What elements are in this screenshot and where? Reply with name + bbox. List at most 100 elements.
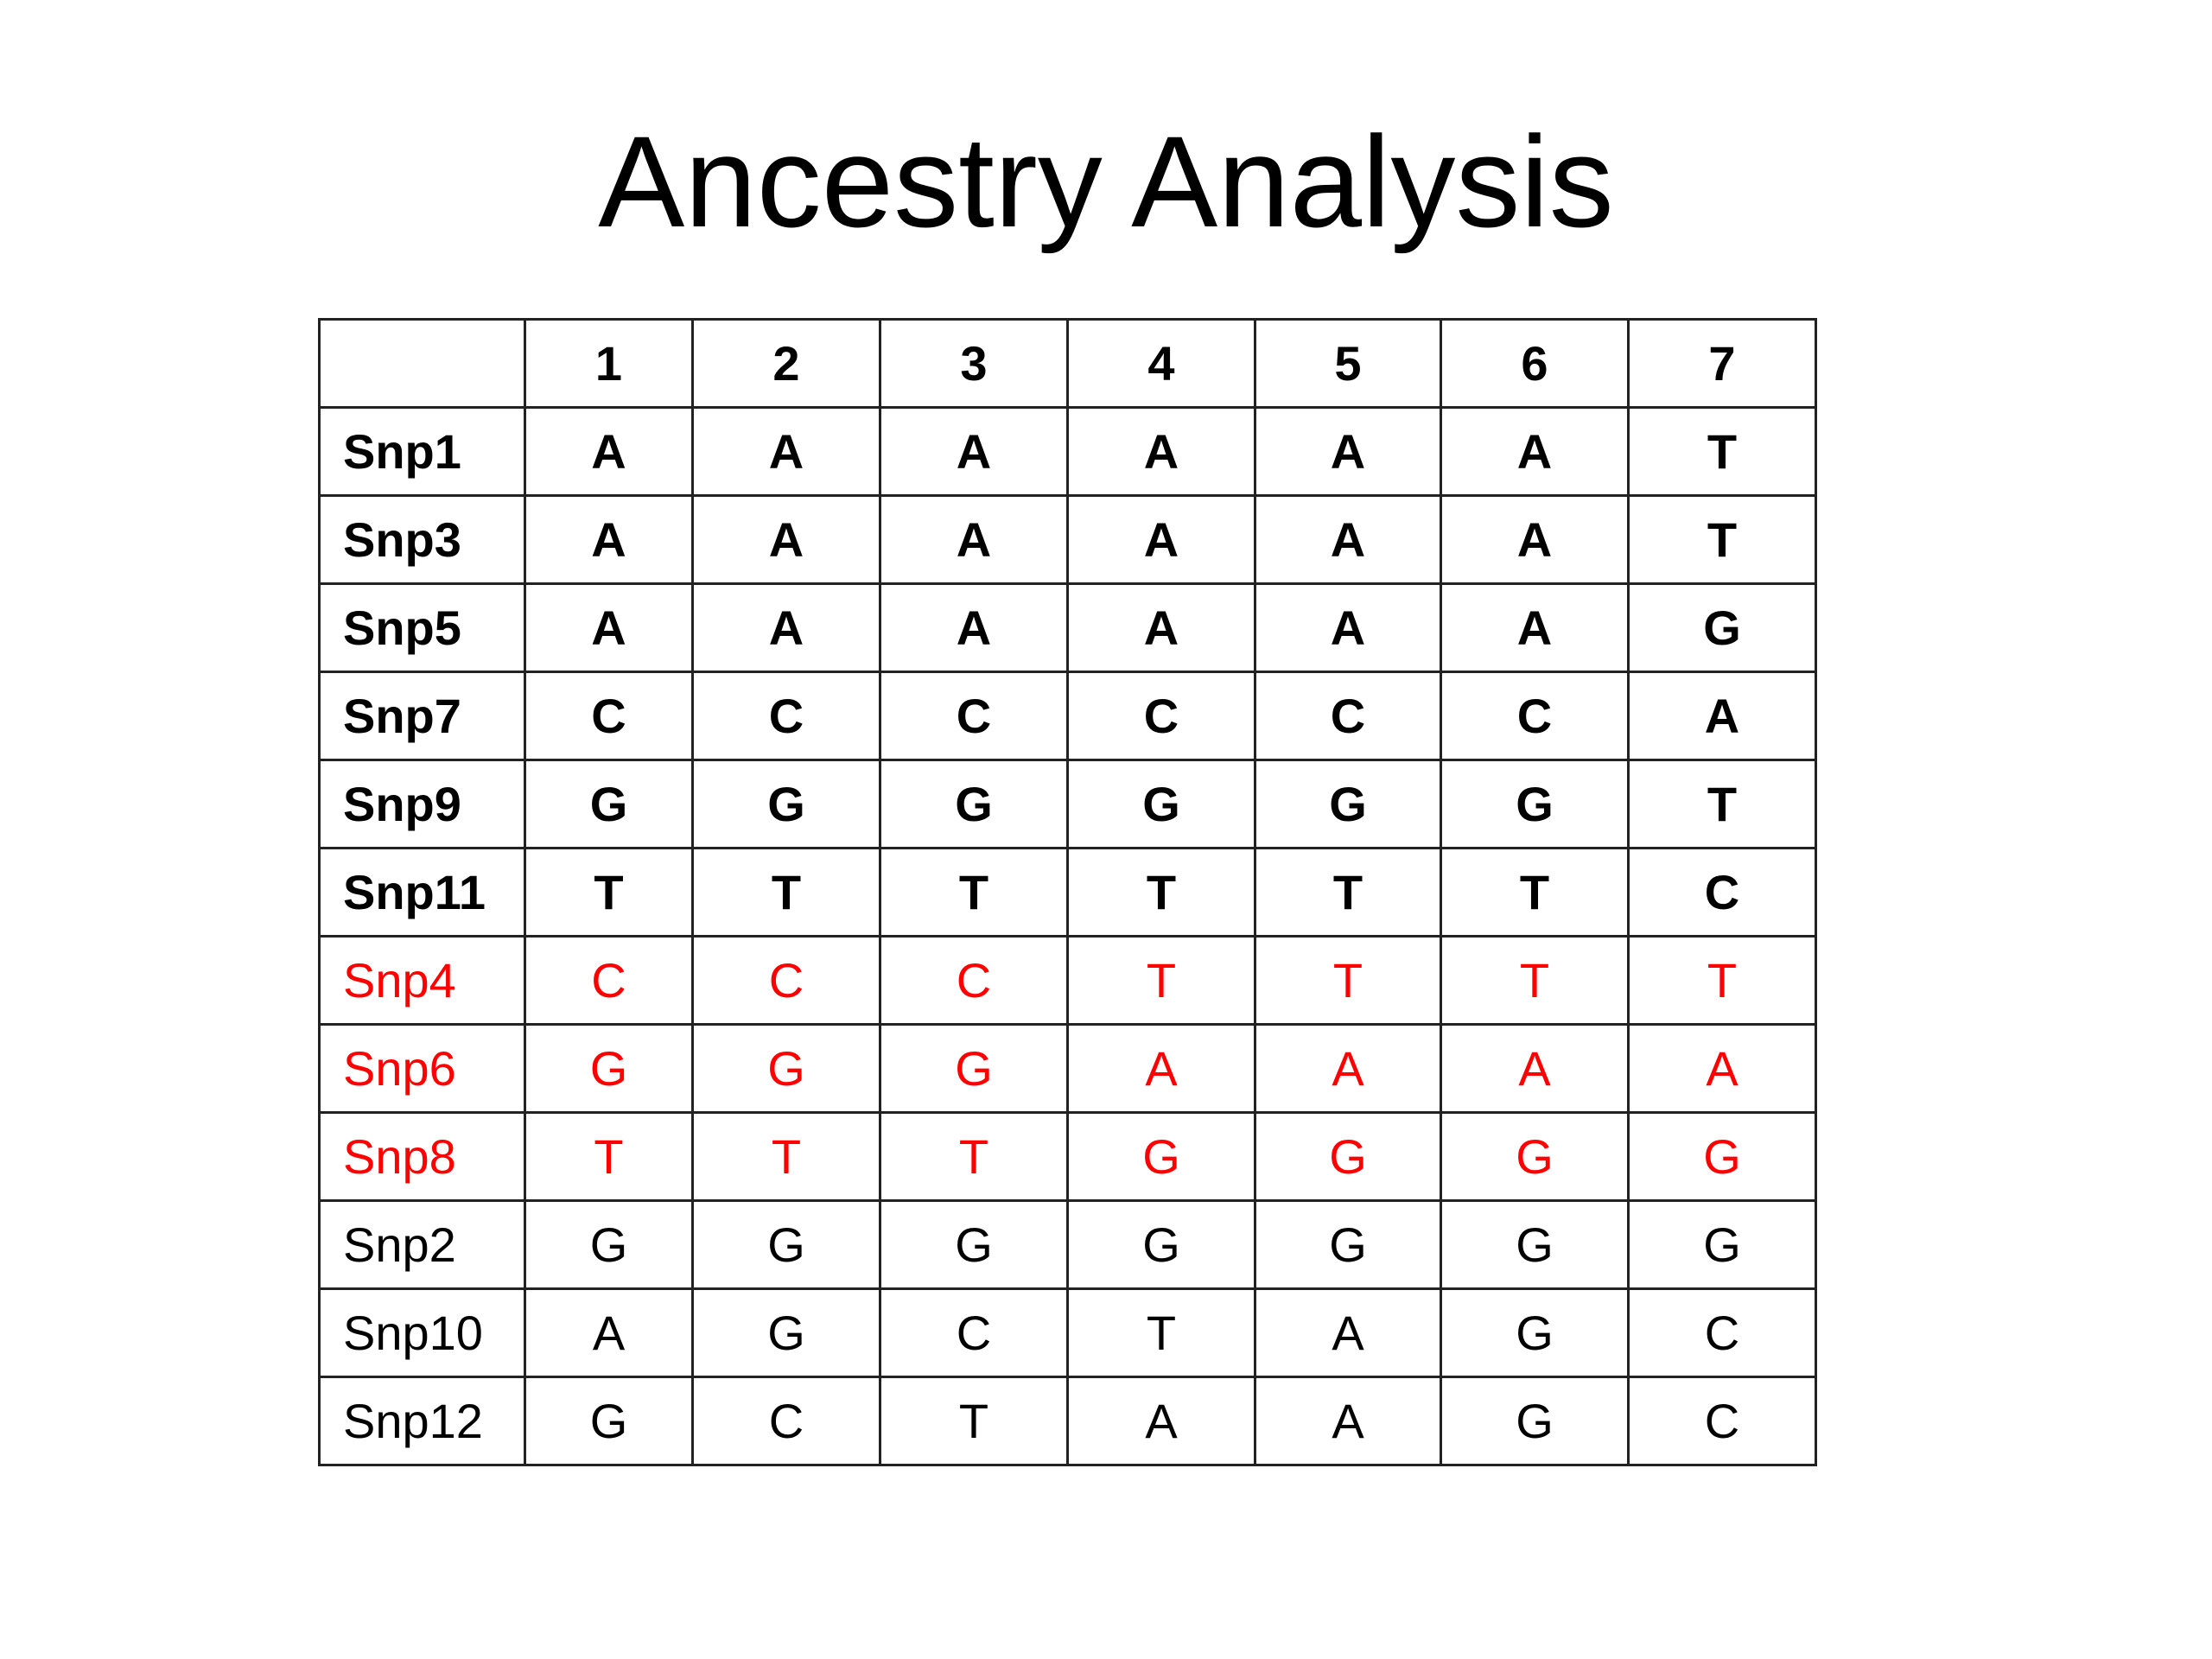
allele-cell: T xyxy=(1254,847,1442,938)
table-body: 1 2 3 4 5 6 7 Snp1 A A A A A A T Snp3 A A A A A A T Snp5 A A A A A A G… xyxy=(318,318,1817,1466)
allele-cell: A xyxy=(1254,1376,1442,1466)
allele-cell: C xyxy=(879,671,1069,761)
allele-cell: G xyxy=(879,759,1069,849)
row-label: Snp6 xyxy=(318,1023,526,1114)
row-label: Snp8 xyxy=(318,1111,526,1202)
allele-cell: C xyxy=(879,1287,1069,1378)
allele-cell: A xyxy=(1440,582,1630,673)
allele-cell: T xyxy=(691,847,881,938)
allele-cell: G xyxy=(1627,1199,1817,1290)
snp-table: 1 2 3 4 5 6 7 Snp1 A A A A A A T Snp3 A A A A A A T Snp5 A A A A A A G… xyxy=(318,318,1817,1466)
row-label: Snp11 xyxy=(318,847,526,938)
allele-cell: C xyxy=(1440,671,1630,761)
allele-cell: G xyxy=(1066,1111,1256,1202)
allele-cell: A xyxy=(879,494,1069,585)
allele-cell: C xyxy=(691,935,881,1026)
allele-cell: A xyxy=(1254,582,1442,673)
allele-cell: G xyxy=(879,1023,1069,1114)
allele-cell: G xyxy=(1254,1199,1442,1290)
allele-cell: A xyxy=(524,494,694,585)
allele-cell: A xyxy=(1066,494,1256,585)
allele-cell: A xyxy=(524,582,694,673)
row-label: Snp3 xyxy=(318,494,526,585)
row-label: Snp12 xyxy=(318,1376,526,1466)
allele-cell: T xyxy=(879,847,1069,938)
allele-cell: A xyxy=(1254,1023,1442,1114)
row-label: Snp7 xyxy=(318,671,526,761)
column-header: 4 xyxy=(1066,318,1256,409)
allele-cell: A xyxy=(691,494,881,585)
allele-cell: C xyxy=(524,935,694,1026)
allele-cell: T xyxy=(524,1111,694,1202)
allele-cell: G xyxy=(691,759,881,849)
allele-cell: T xyxy=(1627,935,1817,1026)
table-row: Snp1 A A A A A A T xyxy=(318,406,1817,497)
table-row: Snp4 C C C T T T T xyxy=(318,935,1817,1026)
table-row: Snp8 T T T G G G G xyxy=(318,1111,1817,1202)
allele-cell: G xyxy=(1440,1287,1630,1378)
column-header: 7 xyxy=(1627,318,1817,409)
allele-cell: A xyxy=(1627,1023,1817,1114)
allele-cell: T xyxy=(1066,935,1256,1026)
allele-cell: G xyxy=(524,759,694,849)
slide-title: Ancestry Analysis xyxy=(598,109,1614,254)
allele-cell: G xyxy=(879,1199,1069,1290)
allele-cell: G xyxy=(1066,759,1256,849)
allele-cell: G xyxy=(1440,1199,1630,1290)
allele-cell: G xyxy=(524,1376,694,1466)
column-header: 1 xyxy=(524,318,694,409)
allele-cell: G xyxy=(524,1023,694,1114)
allele-cell: A xyxy=(879,406,1069,497)
corner-cell xyxy=(318,318,526,409)
allele-cell: C xyxy=(691,671,881,761)
table-row: Snp11 T T T T T T C xyxy=(318,847,1817,938)
row-label: Snp10 xyxy=(318,1287,526,1378)
allele-cell: T xyxy=(524,847,694,938)
allele-cell: G xyxy=(1066,1199,1256,1290)
allele-cell: T xyxy=(1627,494,1817,585)
allele-cell: A xyxy=(691,582,881,673)
column-header: 3 xyxy=(879,318,1069,409)
allele-cell: C xyxy=(879,935,1069,1026)
row-label: Snp1 xyxy=(318,406,526,497)
table-row: Snp9 G G G G G G T xyxy=(318,759,1817,849)
allele-cell: A xyxy=(524,406,694,497)
column-header: 6 xyxy=(1440,318,1630,409)
allele-cell: A xyxy=(1066,1376,1256,1466)
allele-cell: G xyxy=(1440,1376,1630,1466)
allele-cell: G xyxy=(1627,582,1817,673)
allele-cell: T xyxy=(1627,406,1817,497)
allele-cell: T xyxy=(879,1111,1069,1202)
allele-cell: T xyxy=(879,1376,1069,1466)
allele-cell: T xyxy=(691,1111,881,1202)
allele-cell: C xyxy=(691,1376,881,1466)
allele-cell: A xyxy=(524,1287,694,1378)
row-label: Snp2 xyxy=(318,1199,526,1290)
allele-cell: G xyxy=(1440,1111,1630,1202)
allele-cell: A xyxy=(1066,406,1256,497)
allele-cell: T xyxy=(1254,935,1442,1026)
allele-cell: T xyxy=(1440,935,1630,1026)
allele-cell: T xyxy=(1066,847,1256,938)
table-row: Snp5 A A A A A A G xyxy=(318,582,1817,673)
allele-cell: C xyxy=(1066,671,1256,761)
allele-cell: A xyxy=(691,406,881,497)
table-row: Snp12 G C T A A G C xyxy=(318,1376,1817,1466)
column-header: 2 xyxy=(691,318,881,409)
allele-cell: A xyxy=(1066,582,1256,673)
table-row: Snp6 G G G A A A A xyxy=(318,1023,1817,1114)
allele-cell: G xyxy=(691,1287,881,1378)
table-row: Snp2 G G G G G G G xyxy=(318,1199,1817,1290)
allele-cell: T xyxy=(1066,1287,1256,1378)
allele-cell: A xyxy=(1254,1287,1442,1378)
allele-cell: A xyxy=(1440,406,1630,497)
allele-cell: G xyxy=(1254,759,1442,849)
allele-cell: C xyxy=(524,671,694,761)
allele-cell: G xyxy=(691,1199,881,1290)
table-row: Snp10 A G C T A G C xyxy=(318,1287,1817,1378)
allele-cell: A xyxy=(879,582,1069,673)
table-row: Snp3 A A A A A A T xyxy=(318,494,1817,585)
allele-cell: C xyxy=(1627,847,1817,938)
allele-cell: G xyxy=(1627,1111,1817,1202)
